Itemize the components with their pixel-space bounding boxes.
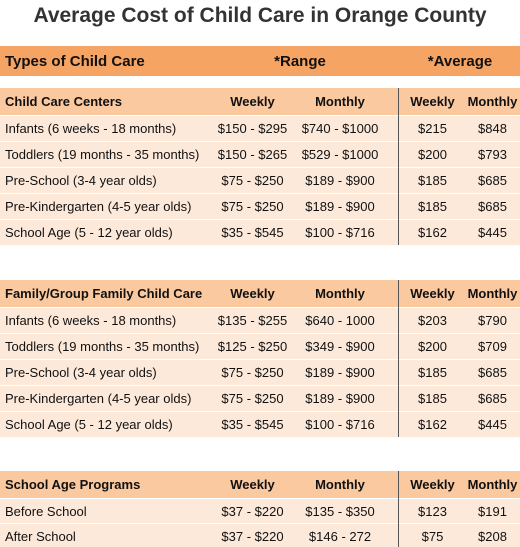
cell-value: $640 - 1000 <box>305 313 375 328</box>
cell-value: $75 <box>421 528 444 544</box>
column-divider <box>398 88 399 245</box>
cell-value: Weekly <box>410 477 455 492</box>
cell-value: Monthly <box>467 94 518 109</box>
cell-value: $135 - $255 <box>217 313 288 328</box>
cell-value: Monthly <box>467 286 518 301</box>
row-label: Before School <box>5 503 87 519</box>
row-label: Pre-Kindergarten (4-5 year olds) <box>5 199 192 214</box>
cell-value: $793 <box>478 147 507 162</box>
table-row: Infants (6 weeks - 18 months) $135 - $255… <box>0 307 520 333</box>
cell-value: $189 - $900 <box>305 391 375 406</box>
cell-value: $123 <box>418 503 447 519</box>
cell-value: $125 - $250 <box>217 339 288 354</box>
cell-value: $189 - $900 <box>305 173 375 188</box>
cell-value: Weekly <box>410 286 455 301</box>
cell-value: $185 <box>418 391 447 406</box>
table-row: Toddlers (19 months - 35 months) $125 - $… <box>0 333 520 359</box>
section-header: Family/Group Family Child Care Weekly Mont… <box>0 280 520 307</box>
cell-value: Monthly <box>467 477 518 492</box>
cell-value: $208 <box>478 528 507 544</box>
cell-value: $529 - $1000 <box>301 147 379 162</box>
cell-value: $685 <box>478 365 507 380</box>
cell-value: $185 <box>418 199 447 214</box>
cell-value: Weekly <box>410 94 455 109</box>
table-row: After School $37 - $220 $146 - 272 $75 $208 <box>0 523 520 547</box>
table-row: Pre-School (3-4 year olds) $75 - $250 $189… <box>0 359 520 385</box>
cell-value: $162 <box>418 225 447 240</box>
section-header: School Age Programs Weekly Monthly Weekly Mo… <box>0 471 520 498</box>
cell-value: $75 - $250 <box>221 173 284 188</box>
cell-value: Weekly <box>230 286 275 301</box>
row-label: School Age (5 - 12 year olds) <box>5 225 173 240</box>
row-label: Pre-School (3-4 year olds) <box>5 173 157 188</box>
cell-value: Weekly <box>230 94 275 109</box>
cell-value: $150 - $295 <box>217 121 288 136</box>
row-label: Pre-Kindergarten (4-5 year olds) <box>5 391 192 406</box>
cell-value: $685 <box>478 199 507 214</box>
cell-value: $75 - $250 <box>221 199 284 214</box>
section-header: Child Care Centers Weekly Monthly Weekly Mon… <box>0 88 520 115</box>
cell-value: $146 - 272 <box>308 528 372 544</box>
row-label: After School <box>5 528 76 544</box>
cell-value: Monthly <box>315 477 365 492</box>
cell-value: $100 - $716 <box>305 417 375 432</box>
cell-value: $848 <box>478 121 507 136</box>
cell-value: $203 <box>418 313 447 328</box>
row-label: Toddlers (19 months - 35 months) <box>5 339 200 354</box>
column-divider <box>398 471 399 547</box>
cell-value: $100 - $716 <box>305 225 375 240</box>
row-label: Infants (6 weeks - 18 months) <box>5 121 177 136</box>
cell-value: $37 - $220 <box>221 528 284 544</box>
cell-value: $75 - $250 <box>221 391 284 406</box>
row-label: School Age Programs <box>5 477 141 492</box>
cell-value: $790 <box>478 313 507 328</box>
row-label: Infants (6 weeks - 18 months) <box>5 313 177 328</box>
table-row: Pre-School (3-4 year olds) $75 - $250 $189… <box>0 167 520 193</box>
table-header: Types of Child Care *Range *Average <box>0 46 520 76</box>
cell-value: $709 <box>478 339 507 354</box>
cell-value: $185 <box>418 365 447 380</box>
cell-value: $189 - $900 <box>305 199 375 214</box>
cell-value: $37 - $220 <box>221 503 284 519</box>
cell-value: $200 <box>418 147 447 162</box>
table-row: Toddlers (19 months - 35 months) $150 - $… <box>0 141 520 167</box>
cell-value: $135 - $350 <box>305 503 375 519</box>
table-row: Infants (6 weeks - 18 months) $150 - $295… <box>0 115 520 141</box>
cell-value: $685 <box>478 173 507 188</box>
cell-value: $200 <box>418 339 447 354</box>
cell-value: $685 <box>478 391 507 406</box>
cell-value: Weekly <box>230 477 275 492</box>
cell-value: Monthly <box>315 286 365 301</box>
row-label: Pre-School (3-4 year olds) <box>5 365 157 380</box>
column-divider <box>398 280 399 437</box>
table-row: Before School $37 - $220 $135 - $350 $123 $1… <box>0 498 520 523</box>
cell-value: $445 <box>478 225 507 240</box>
row-label: Family/Group Family Child Care <box>5 286 203 301</box>
title: Average Cost of Child Care in Orange Cou… <box>33 4 487 27</box>
cell-value: $349 - $900 <box>305 339 375 354</box>
table-row: Pre-Kindergarten (4-5 year olds) $75 - $2… <box>0 193 520 219</box>
cell-value: $445 <box>478 417 507 432</box>
row-label: School Age (5 - 12 year olds) <box>5 417 173 432</box>
cell-value: $162 <box>418 417 447 432</box>
cell-value: $740 - $1000 <box>301 121 379 136</box>
cell-value: $185 <box>418 173 447 188</box>
row-label: Toddlers (19 months - 35 months) <box>5 147 200 162</box>
cell-value: $215 <box>418 121 447 136</box>
row-label: Child Care Centers <box>5 94 123 109</box>
cell-value: $150 - $265 <box>217 147 288 162</box>
cell-value: $189 - $900 <box>305 365 375 380</box>
table-row: School Age (5 - 12 year olds) $35 - $545 $… <box>0 219 520 245</box>
cell-value: $75 - $250 <box>221 365 284 380</box>
table-row: Pre-Kindergarten (4-5 year olds) $75 - $2… <box>0 385 520 411</box>
cell-value: $35 - $545 <box>221 225 284 240</box>
table-row: School Age (5 - 12 year olds) $35 - $545 $… <box>0 411 520 437</box>
cell-value: $191 <box>478 503 507 519</box>
header-label: Types of Child Care <box>5 52 145 70</box>
header-average: *Average <box>427 52 493 70</box>
cell-value: Monthly <box>315 94 365 109</box>
cell-value: $35 - $545 <box>221 417 284 432</box>
header-range: *Range <box>274 52 326 70</box>
